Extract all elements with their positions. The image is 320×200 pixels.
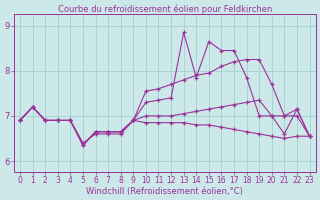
Title: Courbe du refroidissement éolien pour Feldkirchen: Courbe du refroidissement éolien pour Fe… <box>58 4 272 14</box>
X-axis label: Windchill (Refroidissement éolien,°C): Windchill (Refroidissement éolien,°C) <box>86 187 243 196</box>
